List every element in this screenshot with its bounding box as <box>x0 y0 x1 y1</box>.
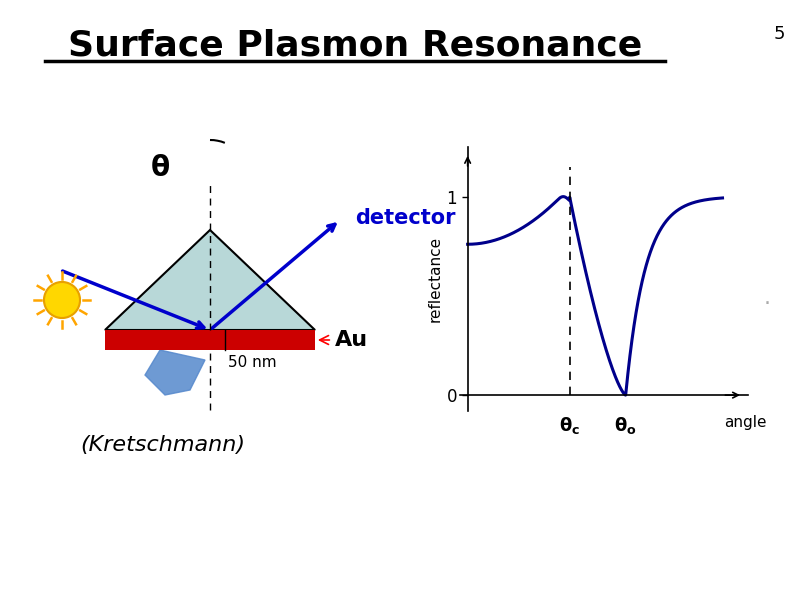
Text: Surface Plasmon Resonance: Surface Plasmon Resonance <box>68 28 642 62</box>
Bar <box>105 330 315 350</box>
Text: .: . <box>763 288 770 308</box>
Y-axis label: reflectance: reflectance <box>427 236 442 322</box>
Text: Au: Au <box>320 330 368 350</box>
Text: $\mathbf{\theta_c}$: $\mathbf{\theta_c}$ <box>559 415 580 436</box>
Text: 5: 5 <box>774 25 785 43</box>
Text: .: . <box>469 345 473 359</box>
Text: .: . <box>458 288 466 308</box>
Polygon shape <box>105 230 315 330</box>
Text: angle: angle <box>724 415 766 430</box>
Text: θ: θ <box>150 154 170 182</box>
Text: detector: detector <box>355 208 455 228</box>
Text: 50 nm: 50 nm <box>228 355 277 370</box>
Polygon shape <box>145 350 205 395</box>
Circle shape <box>44 282 80 318</box>
Text: (Kretschmann): (Kretschmann) <box>80 435 245 455</box>
Text: $\mathbf{\theta_o}$: $\mathbf{\theta_o}$ <box>614 415 637 436</box>
